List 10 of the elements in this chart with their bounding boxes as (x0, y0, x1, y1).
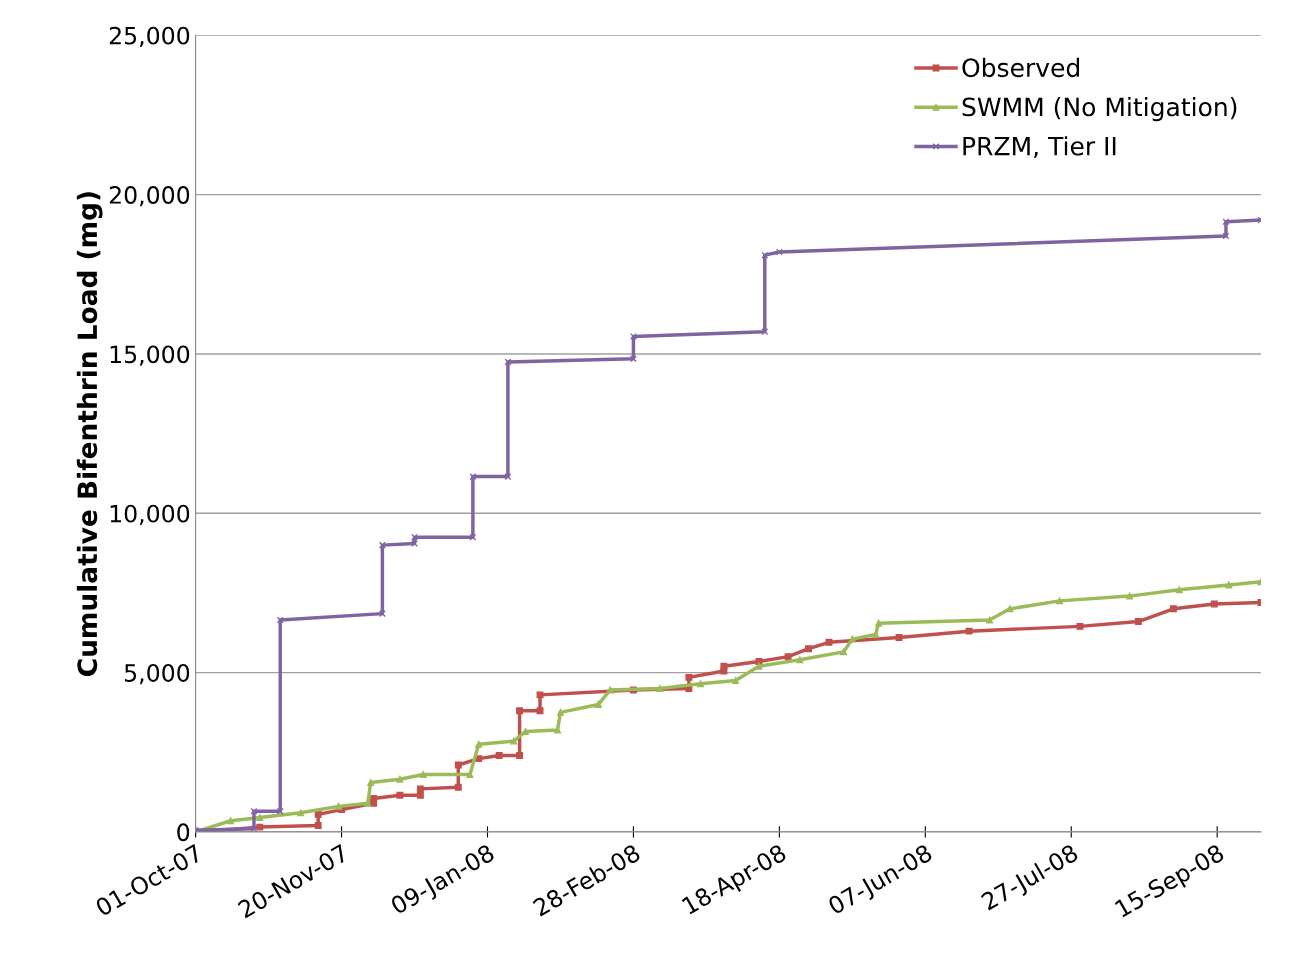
y-tick-label: 10,000 (110, 504, 190, 525)
y-tick-label: 20,000 (109, 186, 190, 207)
y-tick-label: 15,000 (110, 345, 190, 366)
y-tick-label: 25,000 (109, 26, 190, 48)
legend-label: SWMM (No Mitigation) (962, 96, 1237, 122)
legend-label: Observed (962, 57, 1079, 78)
y-axis-title: Cumulative Bifenthrin Load (mg) (76, 192, 103, 676)
legend-label: PRZM, Tier II (963, 136, 1116, 159)
y-tick-label: 0 (177, 823, 190, 842)
y-tick-label: 5,000 (124, 664, 190, 685)
